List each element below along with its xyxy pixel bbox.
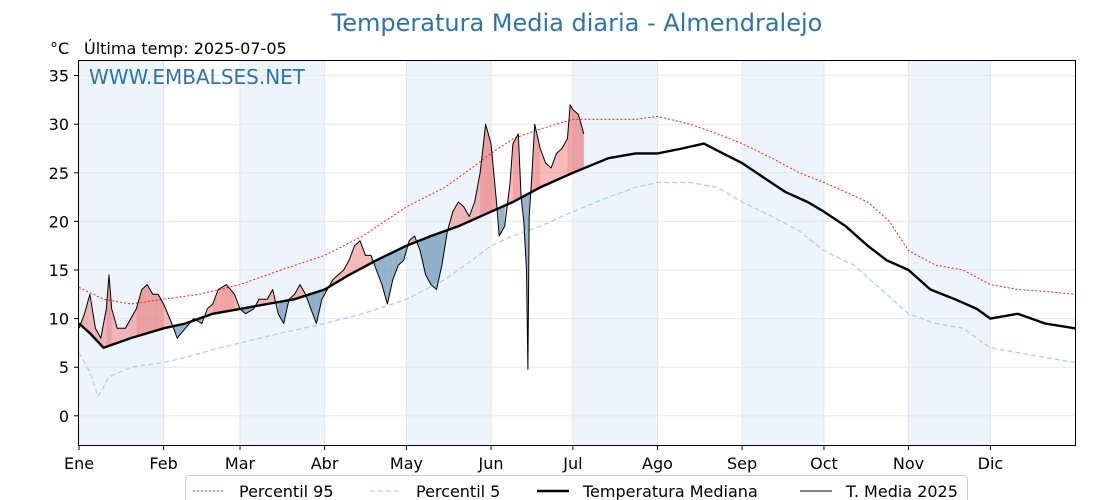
y-tick-label-15: 15	[49, 261, 69, 280]
anomaly-fill-above	[111, 308, 118, 345]
month-band-1	[239, 61, 325, 445]
anomaly-fill-above	[294, 284, 301, 300]
month-band-5	[908, 61, 991, 445]
anomaly-fill-above	[485, 124, 492, 215]
y-axis: 0 5 10 15 20 25 30 35	[49, 67, 79, 426]
month-band-0	[79, 61, 164, 445]
legend-label-2: Temperatura Mediana	[582, 482, 758, 500]
anomaly-fill-above	[218, 284, 227, 313]
x-tick-label-Mar: Mar	[225, 454, 256, 473]
anomaly-fill-above	[452, 201, 459, 229]
anomaly-fill-above	[117, 328, 126, 343]
anomaly-fill-above	[158, 294, 164, 330]
anomaly-fill-above	[463, 206, 470, 224]
anomaly-fill-above	[570, 104, 573, 175]
y-tick-label-25: 25	[49, 164, 69, 183]
anomaly-fill-above	[84, 294, 90, 334]
anomaly-fill-above	[125, 318, 131, 341]
watermark: WWW.EMBALSES.NET	[89, 65, 306, 89]
anomaly-fill-above	[551, 153, 557, 183]
x-tick-label-Oct: Oct	[810, 454, 838, 473]
series-line-3	[78, 104, 585, 370]
legend-label-3: T. Media 2025	[845, 482, 958, 500]
x-tick-label-Dic: Dic	[978, 454, 1004, 473]
anomaly-fill-above	[545, 163, 552, 185]
anomaly-fill-below	[278, 301, 284, 324]
anomaly-fill-below	[436, 232, 442, 290]
x-tick-label-May: May	[390, 454, 423, 473]
anomaly-fill-above	[567, 104, 571, 176]
x-tick-label-Sep: Sep	[727, 454, 757, 473]
unit-label: °C	[50, 39, 69, 58]
anomaly-fill-above	[360, 240, 366, 270]
anomaly-fill-above	[349, 245, 355, 275]
anomaly-fill-below	[387, 252, 393, 305]
y-tick-label-20: 20	[49, 212, 69, 231]
anomaly-fill-above	[95, 328, 101, 345]
x-tick-label-Ago: Ago	[642, 454, 673, 473]
anomaly-fill-above	[106, 274, 110, 347]
x-tick-label-Abr: Abr	[311, 454, 339, 473]
plot-frame	[78, 60, 1076, 446]
x-tick-label-Jun: Jun	[478, 454, 504, 473]
anomaly-fill-above	[474, 172, 481, 219]
anomaly-fill-above	[534, 124, 541, 191]
anomaly-fill-above	[561, 138, 568, 178]
anomaly-fill-above	[212, 289, 219, 314]
x-tick-label-Ene: Ene	[64, 454, 94, 473]
anomaly-fill-below	[392, 249, 399, 280]
anomaly-fill-below	[398, 247, 404, 266]
x-tick-label-Feb: Feb	[149, 454, 177, 473]
x-tick-label-Nov: Nov	[893, 454, 924, 473]
anomaly-fill-above	[267, 289, 273, 305]
anomaly-fill-above	[109, 274, 112, 346]
series-lines	[78, 104, 1076, 398]
anomaly-fill-above	[512, 133, 519, 202]
month-band-3	[572, 61, 658, 445]
anomaly-fill-above	[207, 304, 213, 316]
month-bands	[79, 61, 991, 445]
legend: Percentil 95 Percentil 5 Temperatura Media…	[185, 475, 968, 500]
anomaly-fill-below	[381, 254, 388, 305]
anomaly-fill-above	[136, 289, 142, 337]
anomaly-fill-above	[578, 114, 584, 171]
anomaly-fill-above	[152, 294, 159, 332]
anomaly-fill-above	[147, 284, 153, 334]
chart-title: Temperatura Media diaria - Almendralejo	[331, 9, 823, 37]
series-line-2	[78, 142, 1076, 349]
month-band-2	[406, 61, 492, 445]
anomaly-fill-above	[480, 148, 483, 217]
anomaly-fill-above	[226, 284, 235, 312]
series-line-1	[78, 181, 1076, 398]
anomaly-fill-below	[425, 235, 432, 285]
last-update-label: Última temp: 2025-07-05	[84, 39, 287, 58]
legend-box	[185, 475, 968, 500]
anomaly-fill-above	[343, 260, 350, 279]
y-tick-label-5: 5	[59, 358, 69, 377]
x-axis: Ene Feb Mar Abr May Jun Jul Ago Sep Oct Nov Dic	[64, 445, 1003, 473]
anomaly-fill-below	[177, 323, 186, 339]
anomaly-fill-above	[556, 148, 562, 181]
anomaly-fill-below	[420, 238, 426, 275]
legend-label-1: Percentil 5	[416, 482, 500, 500]
anomaly-fill-above	[141, 284, 148, 335]
y-tick-label-30: 30	[49, 115, 69, 134]
anomaly-fill-below	[310, 292, 317, 324]
anomaly-fill-below	[376, 257, 382, 285]
y-tick-label-10: 10	[49, 310, 69, 329]
legend-label-0: Percentil 95	[239, 482, 334, 500]
month-band-4	[742, 61, 824, 445]
grid-lines	[78, 61, 1075, 445]
anomaly-fill-above	[354, 240, 361, 272]
anomaly-fill-above	[572, 109, 579, 173]
anomaly-fill-above	[540, 148, 546, 188]
y-tick-label-35: 35	[49, 67, 69, 86]
anomaly-fill-above	[458, 201, 464, 227]
anomaly-fill-below	[431, 234, 437, 290]
y-tick-label-0: 0	[59, 407, 69, 426]
x-tick-label-Jul: Jul	[562, 454, 582, 473]
